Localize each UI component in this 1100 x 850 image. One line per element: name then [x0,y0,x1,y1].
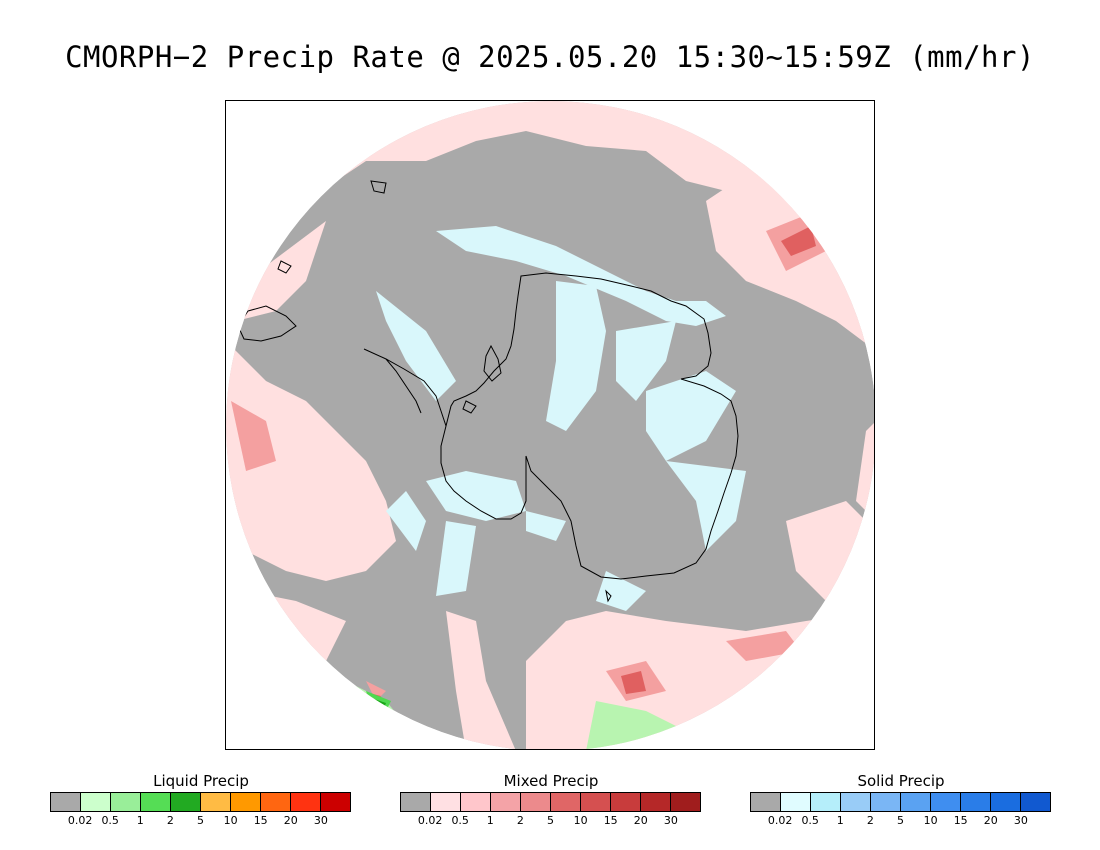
legend-liquid: Liquid Precip 0.02 0.5 1 2 5 10 15 20 30 [50,770,352,828]
legend-swatch [841,793,871,811]
legend-swatch [991,793,1021,811]
legend-tick-labels: 0.02 0.5 1 2 5 10 15 20 30 [50,812,351,828]
legend-swatch [871,793,901,811]
legend-swatch [431,793,461,811]
legend-tick-label: 0.02 [767,814,793,827]
solid-precip-areas [376,226,746,611]
legend-tick-label: 0.5 [451,814,469,827]
legend-mixed: Mixed Precip 0.02 0.5 1 2 5 10 15 20 30 [400,770,702,828]
legend-swatch [961,793,991,811]
map-frame[interactable] [225,100,875,750]
legend-swatch [901,793,931,811]
legend-swatch [171,793,201,811]
legend-tick-label: 15 [603,814,618,827]
legend-tick-label: 0.5 [101,814,119,827]
legend-swatch [811,793,841,811]
legend-swatch [1021,793,1050,811]
legend-tick-label: 0.02 [67,814,93,827]
legend-swatch [291,793,321,811]
legend-swatch [521,793,551,811]
legend-swatch [141,793,171,811]
legend-tick-labels: 0.02 0.5 1 2 5 10 15 20 30 [750,812,1051,828]
legend-swatch [641,793,671,811]
legend-tick-label: 20 [983,814,998,827]
legend-swatch [931,793,961,811]
legend-tick-label: 5 [547,814,554,827]
legend-color-bar [750,792,1051,812]
legend-tick-label: 10 [223,814,238,827]
legend-tick-label: 0.02 [417,814,443,827]
legend-tick-label: 2 [516,814,524,827]
legend-swatch [551,793,581,811]
legend-swatch [51,793,81,811]
legend-swatch [611,793,641,811]
legend-color-bar [50,792,351,812]
legend-tick-label: 1 [836,814,844,827]
legend-swatch [781,793,811,811]
legend-swatch [401,793,431,811]
legend-swatch [461,793,491,811]
legend-swatch [111,793,141,811]
legend-tick-label: 1 [136,814,144,827]
legend-title: Liquid Precip [153,772,249,790]
no-precip-area [226,101,874,749]
legend-tick-label: 30 [663,814,678,827]
legend-tick-label: 1 [486,814,494,827]
legend-title: Mixed Precip [503,772,599,790]
legend-tick-label: 10 [923,814,938,827]
legend-tick-label: 30 [1013,814,1028,827]
legend-swatch [581,793,611,811]
map-title: CMORPH−2 Precip Rate @ 2025.05.20 15:30~… [65,40,1035,74]
legend-tick-label: 5 [897,814,904,827]
legend-tick-label: 10 [573,814,588,827]
legend-tick-label: 15 [953,814,968,827]
legend-swatch [81,793,111,811]
legend-solid: Solid Precip 0.02 0.5 1 2 5 10 15 20 30 [750,770,1052,828]
legend-swatch [491,793,521,811]
legend-swatch [231,793,261,811]
legend-swatch [321,793,350,811]
legend-color-bar [400,792,701,812]
legend-title: Solid Precip [857,772,945,790]
legend-swatch [671,793,700,811]
precip-map[interactable] [226,101,875,750]
legend-tick-label: 20 [633,814,648,827]
legend-tick-label: 20 [283,814,298,827]
legend-tick-label: 0.5 [801,814,819,827]
legend-tick-label: 5 [197,814,204,827]
legend-tick-label: 30 [313,814,328,827]
legend-tick-label: 2 [866,814,874,827]
legend-tick-labels: 0.02 0.5 1 2 5 10 15 20 30 [400,812,701,828]
legend-swatch [261,793,291,811]
legend-swatch [751,793,781,811]
legend-tick-label: 15 [253,814,268,827]
legend-tick-label: 2 [166,814,174,827]
legend-swatch [201,793,231,811]
